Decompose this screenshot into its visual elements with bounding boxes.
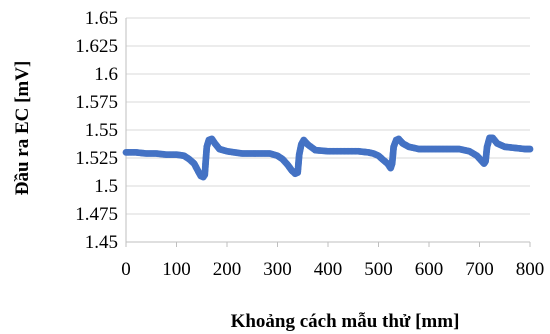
x-tick-label: 700 — [465, 259, 494, 280]
y-tick-label: 1.55 — [85, 120, 118, 141]
y-tick-label: 1.65 — [85, 8, 118, 29]
y-tick-label: 1.525 — [75, 148, 118, 169]
y-tick-labels: 1.45 1.475 1.5 1.525 1.55 1.575 1.6 1.625 1.65 — [75, 8, 118, 253]
x-tick-label: 600 — [415, 259, 444, 280]
data-point — [526, 145, 534, 153]
x-tick-label: 300 — [263, 259, 292, 280]
data-series — [122, 134, 534, 181]
y-tick-label: 1.6 — [94, 64, 118, 85]
gridlines — [126, 17, 530, 215]
y-tick-label: 1.625 — [75, 36, 118, 57]
x-tick-label: 400 — [314, 259, 343, 280]
x-tick-label: 0 — [121, 259, 131, 280]
y-tick-label: 1.5 — [94, 176, 118, 197]
axes — [125, 18, 531, 247]
y-tick-label: 1.45 — [85, 232, 118, 253]
x-tick-label: 100 — [162, 259, 191, 280]
x-tick-label: 200 — [213, 259, 242, 280]
y-tick-label: 1.475 — [75, 204, 118, 225]
x-axis-title: Khoảng cách mẫu thử [mm] — [231, 311, 460, 332]
x-tick-label: 800 — [516, 259, 545, 280]
x-tick-labels: 0 100 200 300 400 500 600 700 800 — [121, 259, 544, 280]
y-tick-label: 1.575 — [75, 92, 118, 113]
x-tick-label: 500 — [364, 259, 393, 280]
y-axis-title: Đầu ra EC [mV] — [12, 61, 33, 196]
